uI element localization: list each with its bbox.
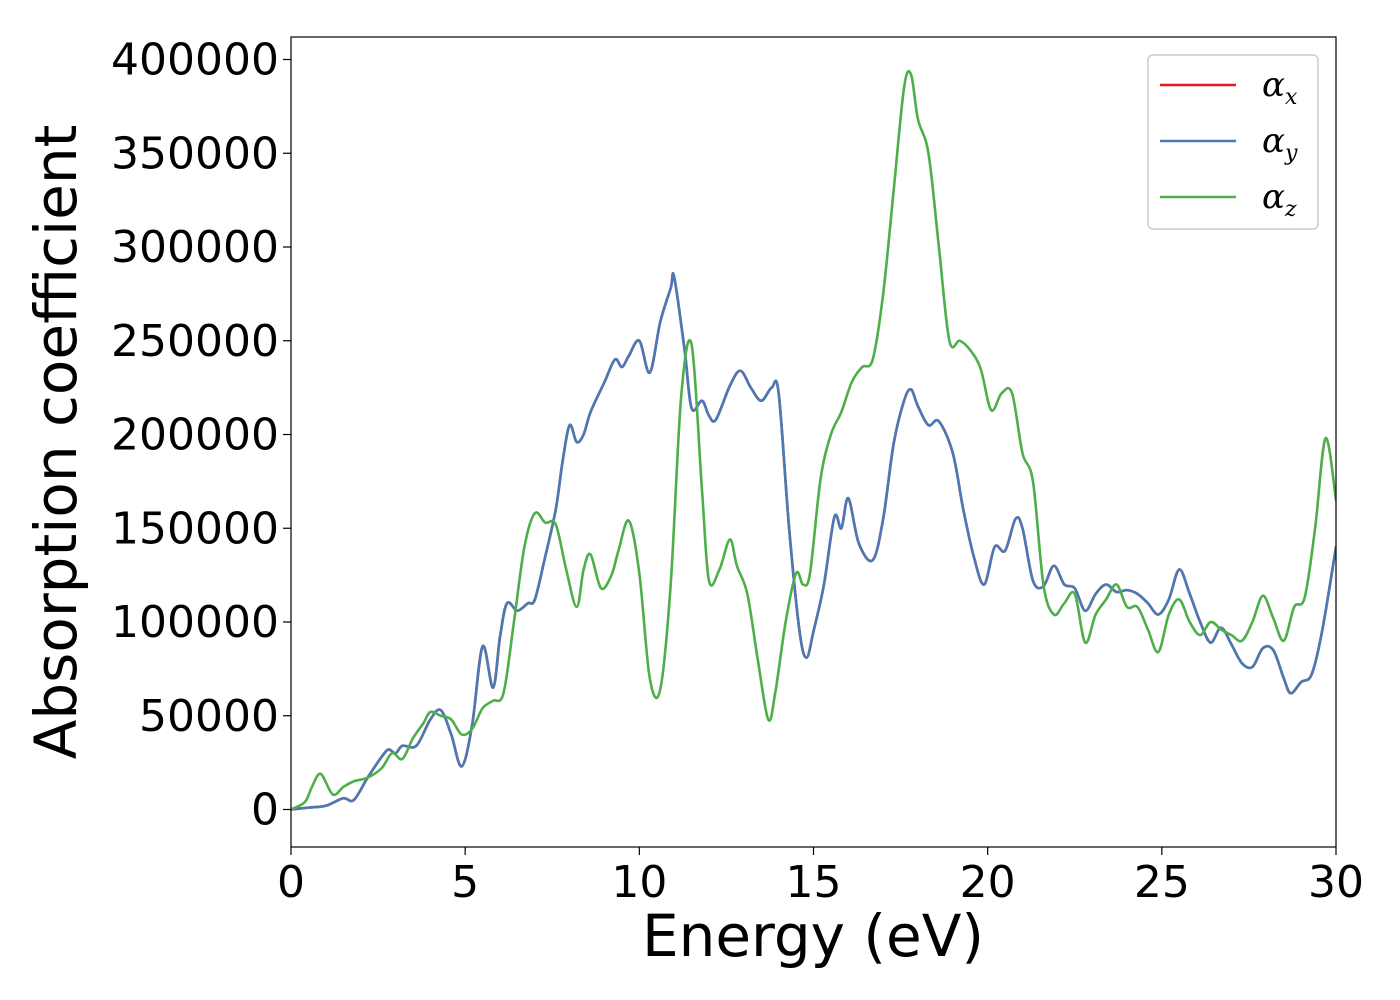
series-line-y — [291, 272, 1336, 811]
y-tick-label: 100000 — [111, 597, 279, 648]
series-line-z — [291, 69, 1336, 811]
x-tick-label: 10 — [611, 857, 667, 908]
x-tick-label: 25 — [1134, 857, 1190, 908]
x-tick-label: 15 — [786, 857, 842, 908]
y-axis-label: Absorption coefficient — [22, 125, 90, 760]
y-tick-label: 350000 — [111, 128, 279, 179]
x-axis-ticks: 0 5 10 15 20 25 30 — [277, 847, 1364, 908]
legend-label-x: αx — [1262, 65, 1298, 110]
y-tick-label: 0 — [251, 785, 279, 836]
x-axis-label: Energy (eV) — [642, 902, 984, 970]
x-tick-label: 5 — [451, 857, 479, 908]
x-tick-label: 0 — [277, 857, 305, 908]
y-tick-label: 200000 — [111, 410, 279, 461]
y-tick-label: 250000 — [111, 316, 279, 367]
x-tick-label: 20 — [960, 857, 1016, 908]
y-axis-ticks: 0 50000 100000 150000 200000 250000 300000 3500… — [111, 35, 291, 836]
y-tick-label: 50000 — [139, 691, 279, 742]
y-tick-label: 400000 — [111, 35, 279, 86]
y-tick-label: 150000 — [111, 503, 279, 554]
x-tick-label: 30 — [1308, 857, 1364, 908]
y-tick-label: 300000 — [111, 222, 279, 273]
series-layer — [291, 69, 1336, 811]
